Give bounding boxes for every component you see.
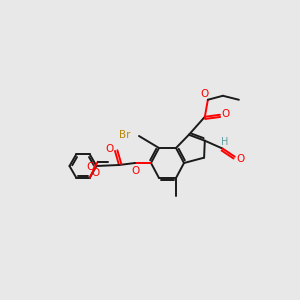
- Text: Br: Br: [119, 130, 131, 140]
- Text: O: O: [237, 154, 245, 164]
- Text: O: O: [92, 168, 100, 178]
- Text: H: H: [221, 137, 229, 147]
- Text: O: O: [222, 109, 230, 119]
- Text: O: O: [132, 166, 140, 176]
- Text: O: O: [201, 89, 209, 99]
- Text: O: O: [105, 144, 113, 154]
- Text: O: O: [87, 162, 95, 172]
